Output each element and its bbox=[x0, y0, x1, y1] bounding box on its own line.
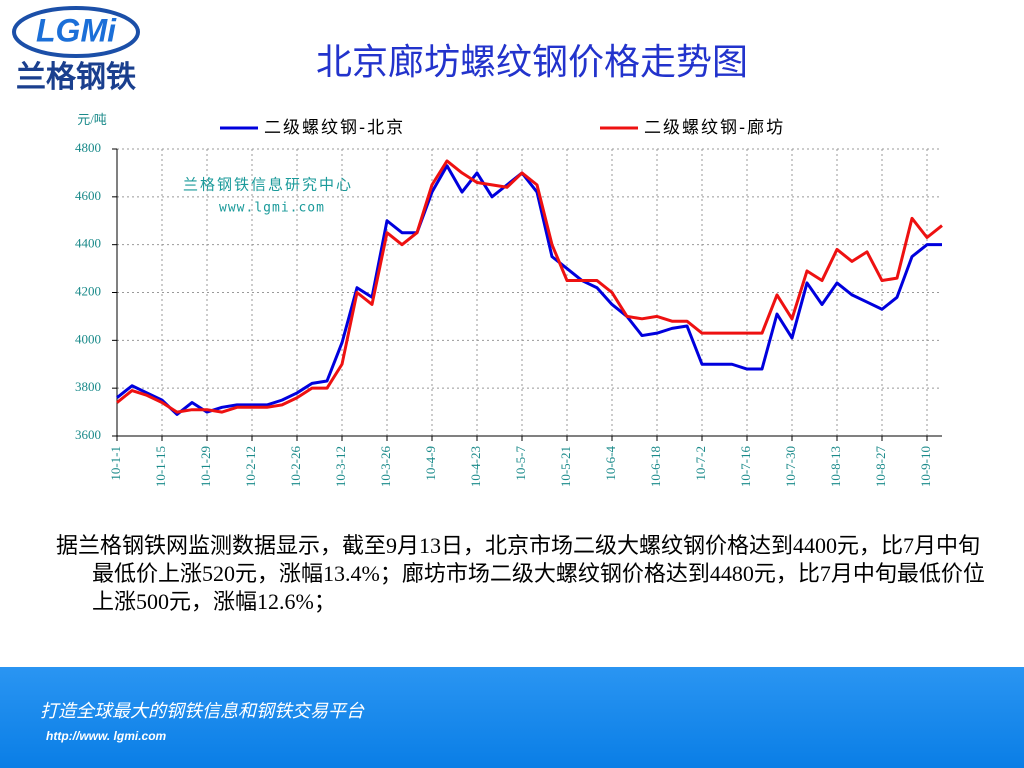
legend-label: 二级螺纹钢-北京 bbox=[264, 118, 405, 138]
watermark: 兰格钢铁信息研究中心 bbox=[183, 176, 353, 193]
y-tick-label: 4200 bbox=[75, 283, 101, 298]
x-tick-label: 10-6-4 bbox=[603, 446, 618, 481]
body-text: 据兰格钢铁网监测数据显示，截至9月13日，北京市场二级大螺纹钢价格达到4400元… bbox=[56, 533, 985, 614]
x-tick-label: 10-5-7 bbox=[513, 446, 528, 481]
x-tick-label: 10-6-18 bbox=[648, 446, 663, 487]
y-tick-label: 4000 bbox=[75, 331, 101, 346]
y-axis-label: 元/吨 bbox=[77, 112, 107, 127]
x-tick-label: 10-1-1 bbox=[108, 446, 123, 481]
x-tick-label: 10-7-30 bbox=[783, 446, 798, 487]
x-tick-label: 10-4-23 bbox=[468, 446, 483, 487]
x-tick-label: 10-5-21 bbox=[558, 446, 573, 487]
footer: 打造全球最大的钢铁信息和钢铁交易平台 http://www. lgmi.com bbox=[0, 667, 1024, 768]
x-tick-label: 10-2-26 bbox=[288, 446, 303, 488]
y-tick-label: 3600 bbox=[75, 427, 101, 442]
x-tick-label: 10-9-10 bbox=[918, 446, 933, 487]
x-tick-label: 10-8-13 bbox=[828, 446, 843, 487]
x-tick-label: 10-1-29 bbox=[198, 446, 213, 487]
footer-url: http://www. lgmi.com bbox=[46, 729, 167, 743]
logo-name: 兰格钢铁 bbox=[16, 61, 136, 94]
x-tick-label: 10-2-12 bbox=[243, 446, 258, 487]
x-tick-label: 10-7-16 bbox=[738, 446, 753, 488]
chart: LGMi 兰格钢铁 北京廊坊螺纹钢价格走势图 元/吨 兰格钢铁信息研究中心 ww… bbox=[12, 6, 943, 488]
x-tick-label: 10-3-26 bbox=[378, 446, 393, 488]
x-tick-label: 10-7-2 bbox=[693, 446, 708, 481]
x-tick-label: 10-4-9 bbox=[423, 446, 438, 481]
x-tick-label: 10-3-12 bbox=[333, 446, 348, 487]
chart-title: 北京廊坊螺纹钢价格走势图 bbox=[316, 42, 748, 83]
legend-label: 二级螺纹钢-廊坊 bbox=[644, 118, 785, 138]
logo-ring bbox=[12, 6, 140, 58]
y-tick-label: 4600 bbox=[75, 188, 101, 203]
x-tick-label: 10-8-27 bbox=[873, 446, 888, 488]
slogan: 打造全球最大的钢铁信息和钢铁交易平台 bbox=[40, 701, 364, 722]
series-line bbox=[116, 164, 942, 416]
y-tick-label: 4400 bbox=[75, 236, 101, 251]
y-tick-label: 3800 bbox=[75, 379, 101, 394]
watermark-url: www.lgmi.com bbox=[219, 201, 325, 216]
x-tick-label: 10-1-15 bbox=[153, 446, 168, 487]
logo-mark: LGMi bbox=[36, 12, 117, 48]
series-line bbox=[116, 159, 943, 414]
y-tick-label: 4800 bbox=[75, 140, 101, 155]
